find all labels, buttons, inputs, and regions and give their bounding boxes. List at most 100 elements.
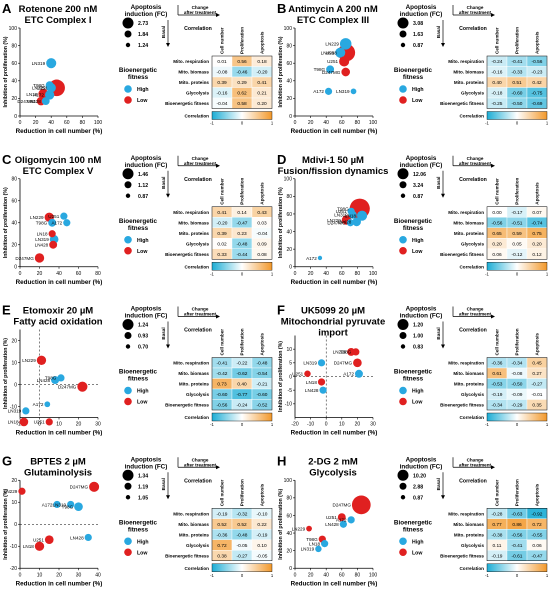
y-tick-label: 40 (286, 531, 292, 537)
change-label: after treatment (459, 10, 492, 15)
heatmap-col-header: Proliferation (240, 27, 245, 54)
heatmap-row-label: Mito. respiration (173, 361, 209, 366)
heatmap-value: -0.47 (237, 220, 248, 226)
size-legend-value: 2.73 (138, 21, 148, 27)
heatmap-value: 0.20 (492, 241, 502, 247)
fitness-legend-label: Low (412, 400, 423, 406)
heatmap-col-header: Proliferation (515, 479, 520, 506)
heatmap-value: -0.69 (532, 101, 543, 107)
fitness-legend-label: Low (412, 550, 423, 556)
data-point-ln428 (84, 533, 92, 542)
colorbar-tick-label: 1 (271, 573, 274, 578)
data-label-ln319: LN319 (32, 61, 46, 66)
data-point-u251 (304, 370, 311, 378)
heatmap-value: 0.18 (257, 59, 267, 65)
panel-letter: B (277, 1, 286, 16)
heatmap-value: -0.56 (492, 220, 503, 226)
heatmap-row-label: Mito. biomass (453, 371, 484, 376)
x-tick-label: 80 (355, 271, 361, 277)
fitness-legend-marker (399, 85, 407, 93)
data-point-d247mg (346, 219, 354, 227)
data-label-d247mg: D247MG (15, 256, 34, 261)
x-tick-label: 10 (56, 422, 62, 428)
size-legend-marker (400, 193, 406, 198)
data-label-a172: A172 (51, 221, 62, 226)
size-legend-marker (400, 42, 406, 48)
y-tick-label: 0 (289, 374, 292, 380)
apoptosis-legend-title: induction (FC) (400, 313, 443, 320)
panel-letter: H (277, 453, 286, 468)
size-legend-marker (397, 319, 409, 330)
heatmap-value: -0.18 (492, 91, 503, 97)
size-legend-value: 1.46 (138, 172, 148, 178)
basal-arrow-head (166, 344, 170, 349)
heatmap-value: 0.40 (237, 382, 247, 388)
heatmap-value: -0.27 (237, 553, 248, 559)
fitness-legend-marker (124, 235, 132, 244)
fitness-legend-marker (124, 386, 132, 395)
data-label-ln18: LN18 (23, 544, 34, 549)
basal-arrow-head (166, 495, 170, 500)
data-label-ln18: LN18 (326, 50, 337, 55)
heatmap-value: -0.48 (257, 361, 268, 367)
colorbar-tick-label: -1 (485, 121, 489, 126)
change-arrow-head (216, 465, 220, 470)
size-legend-value: 12.06 (413, 172, 426, 178)
heatmap-row-label: Bioenergetic fitness (440, 553, 484, 558)
heatmap-border (211, 206, 273, 260)
y-tick-label: -10 (285, 402, 292, 408)
data-point-a172 (63, 219, 71, 227)
correlation-label: Correlation (459, 478, 487, 484)
size-legend-value: 3.08 (413, 21, 423, 27)
change-label: after treatment (459, 462, 492, 467)
x-tick-label: 40 (323, 271, 329, 277)
data-point-ln319 (315, 545, 322, 553)
basal-label: Basal (436, 327, 441, 339)
data-label-ln428: LN428 (27, 99, 41, 104)
x-tick-label: 80 (355, 572, 361, 578)
data-point-t98g (57, 374, 65, 382)
size-legend-marker (122, 319, 134, 330)
data-point-a172 (44, 401, 51, 408)
apoptosis-legend-title: induction (FC) (125, 162, 168, 169)
heatmap-value: -0.77 (237, 392, 248, 398)
heatmap-value: 0.14 (237, 210, 247, 216)
x-tick-label: 20 (76, 422, 82, 428)
panel-title: Rotenone 200 nM (19, 4, 98, 15)
fitness-legend-title: fitness (403, 225, 424, 232)
colorbar-tick-label: 1 (271, 121, 274, 126)
y-axis-label: Inhibition of proliferation (%) (278, 489, 284, 560)
y-tick-label: 20 (11, 478, 17, 484)
data-point-d247mg (89, 481, 100, 492)
heatmap-value: -0.21 (257, 382, 268, 388)
size-legend-marker (399, 332, 407, 339)
data-label-ln229: LN229 (333, 350, 347, 355)
apoptosis-legend-title: Apoptosis (131, 306, 162, 313)
data-label-ln428: LN428 (321, 50, 335, 55)
y-tick-label: 40 (286, 79, 292, 85)
y-tick-label: 20 (11, 96, 17, 102)
panel-title: Mitochondrial pyruvate (281, 317, 386, 328)
heatmap-col-header: Apoptosis (535, 31, 540, 54)
panel-title: Glycolysis (309, 467, 357, 478)
heatmap-col-header: Cell number (220, 329, 225, 356)
x-tick-label: 60 (64, 120, 70, 126)
panel-letter: D (277, 152, 286, 167)
heatmap-value: 0.22 (257, 522, 267, 528)
x-tick-label: 100 (369, 271, 378, 277)
heatmap-value: 0.07 (532, 210, 542, 216)
heatmap-value: 0.02 (217, 241, 227, 247)
size-legend-value: 1.24 (138, 43, 148, 49)
change-arrow-head (216, 314, 220, 319)
heatmap-value: -0.04 (257, 231, 268, 237)
panel-title: import (318, 328, 348, 339)
heatmap-border (486, 55, 548, 109)
change-arrow-head (216, 163, 220, 168)
data-label-a172: A172 (343, 372, 354, 377)
heatmap-value: 0.56 (237, 59, 247, 65)
heatmap-value: -0.10 (257, 511, 268, 517)
heatmap-value: -0.53 (492, 382, 503, 388)
heatmap-value: -0.29 (512, 403, 523, 409)
heatmap-value: -0.48 (237, 241, 248, 247)
data-label-d247mg: D247MG (333, 503, 352, 508)
